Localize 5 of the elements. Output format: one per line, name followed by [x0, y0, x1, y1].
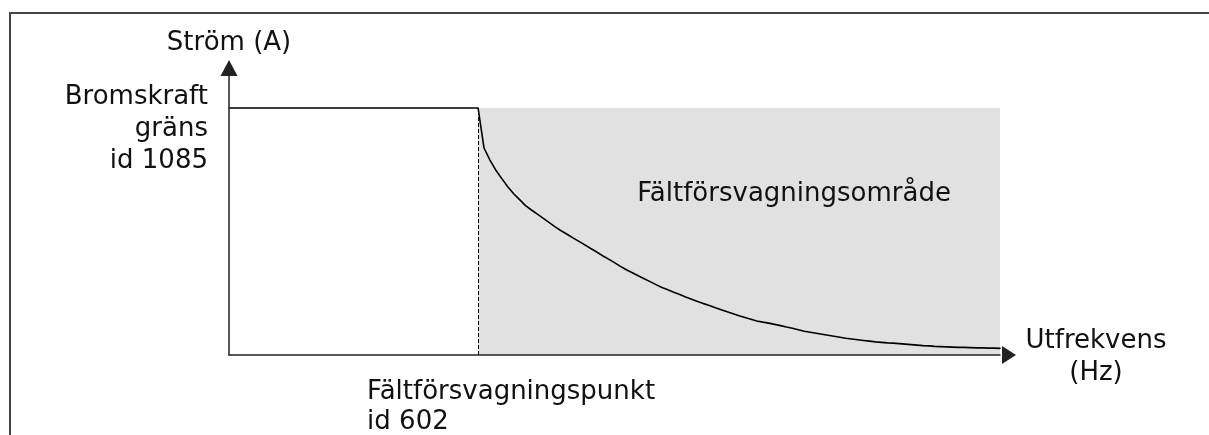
annotation: Fältförsvagningsområde [637, 176, 951, 207]
y-axis-title: Ström (A) [166, 26, 292, 56]
text: Fältförsvagningspunkt id 602 [367, 375, 656, 435]
x-axis-title: Utfrekvens (Hz) [1025, 324, 1167, 386]
text: Bromskraft gräns id 1085 [64, 80, 208, 174]
